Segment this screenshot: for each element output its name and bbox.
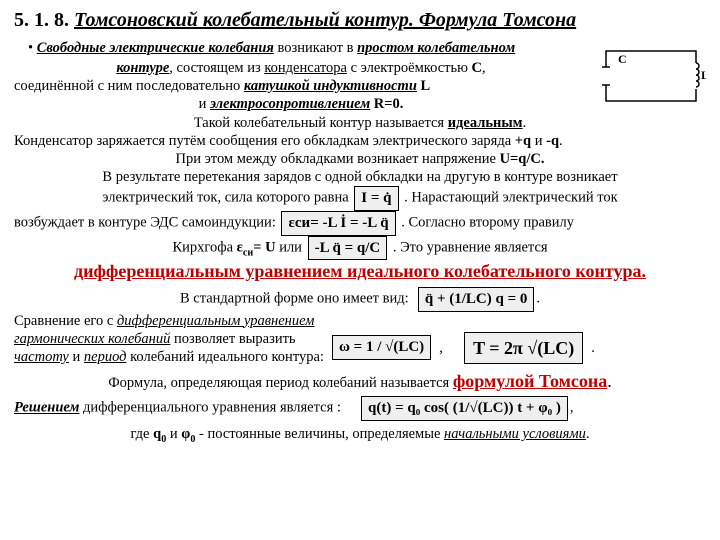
formula-omega: ω = 1 / √(LC) [332,335,431,360]
t: +q [515,133,531,149]
t: В стандартной форме оно имеет вид: [180,290,409,306]
t: возникают в [274,40,357,56]
t: период [84,349,127,365]
t: Такой колебательный контур называется [194,115,448,131]
line-15-16: гармонических колебаний позволяет вырази… [14,330,706,366]
t: . [536,290,540,306]
formula-i-qdot: I = q̇ [354,186,398,211]
diagram-label-c: C [618,52,627,66]
t: идеальным [448,115,523,131]
thomson-formula-label: формулой Томсона [453,371,607,391]
t: Сравнение его с [14,313,117,329]
formula-standard-form: q̈ + (1/LC) q = 0 [418,287,535,312]
t: колебаний идеального контура: [126,349,323,365]
line-8: В результате перетекания зарядов с одной… [14,168,706,186]
t: и [69,349,84,365]
line-5: Такой колебательный контур называется ид… [14,114,706,132]
t: и [531,133,546,149]
t: . [586,426,590,442]
line-6: Конденсатор заряжается путём сообщения е… [14,132,706,150]
line-11: Кирхгофа εси= U или -L q̈ = q/C . Это ур… [14,236,706,261]
t: дифференциальным уравнением [117,313,315,329]
t: электрический ток, сила которого равна [102,190,352,206]
t: Свободные электрические колебания [37,40,274,56]
line-10: возбуждает в контуре ЭДС самоиндукции: ε… [14,211,706,236]
line-9: электрический ток, сила которого равна I… [14,186,706,211]
t: . [607,371,612,391]
t: . Нарастающий электрический ток [401,190,618,206]
title-text: Томсоновский колебательный контур. Форму… [74,9,576,31]
t: с электроёмкостью [347,60,472,76]
t: L [417,78,430,94]
line-19: где q0 и φ0 - постоянные величины, опред… [14,425,706,447]
line-17: Формула, определяющая период колебаний н… [14,370,706,393]
line-12: дифференциальным уравнением идеального к… [14,260,706,283]
t: возбуждает в контуре ЭДС самоиндукции: [14,214,279,230]
t: си [243,247,253,258]
t: . Согласно второму правилу [398,214,574,230]
slide-title: 5. 1. 8. Томсоновский колебательный конт… [14,8,706,33]
diff-eq-label: дифференциальным уравнением идеального к… [74,261,646,281]
t: С [472,60,482,76]
t: . Это уравнение является [389,239,547,255]
formula-lqddot: -L q̈ = q/C [308,236,388,261]
t: , [439,339,443,357]
line-18: Решением дифференциального уравнения явл… [14,396,706,421]
t: где [130,426,153,442]
t: U=q/C. [500,151,545,167]
t: . [559,133,563,149]
t: и [199,96,210,112]
t: При этом между обкладками возникает напр… [175,151,499,167]
t: Конденсатор заряжается путём сообщения е… [14,133,515,149]
t: Решением [14,400,79,416]
t: частоту [14,349,69,365]
t: начальными условиями [444,426,586,442]
lc-circuit-diagram: C L [596,41,706,111]
t: катушкой индуктивности [244,78,417,94]
t: - постоянные величины, определяемые [195,426,444,442]
t: . [523,115,527,131]
t: или [276,239,306,255]
t: -q [546,133,559,149]
t: и [166,426,181,442]
line-13: В стандартной форме оно имеет вид: q̈ + … [14,287,706,312]
t: соединённой с ним последовательно [14,78,244,94]
t: контуре [116,60,169,76]
t: q [153,426,161,442]
slide-content: 5. 1. 8. Томсоновский колебательный конт… [0,0,720,455]
t: Формула, определяющая период колебаний н… [108,375,453,391]
t: , [570,400,574,416]
formula-period: T = 2π √(LC) [464,332,583,365]
line-7: При этом между обкладками возникает напр… [14,150,706,168]
diagram-label-l: L [701,68,706,82]
t: φ [181,426,190,442]
t: дифференциального уравнения является : [79,400,340,416]
t: электросопротивлением [210,96,370,112]
t: позволяет выразить [170,331,295,347]
t: гармонических колебаний [14,331,170,347]
t: простом колебательном [357,40,515,56]
formula-emf: εси= -L İ = -L q̈ [281,211,395,236]
t: , состоящем из [169,60,264,76]
t: Кирхгофа [172,239,236,255]
t: = U [253,239,275,255]
title-number: 5. 1. 8. [14,9,69,31]
t: , [482,60,486,76]
line-14: Сравнение его с дифференциальным уравнен… [14,312,706,330]
t: . [591,339,595,357]
t: R=0. [370,96,403,112]
t: конденсатора [264,60,347,76]
formula-solution: q(t) = q₀ cos( (1/√(LC)) t + φ₀ ) [361,396,568,421]
